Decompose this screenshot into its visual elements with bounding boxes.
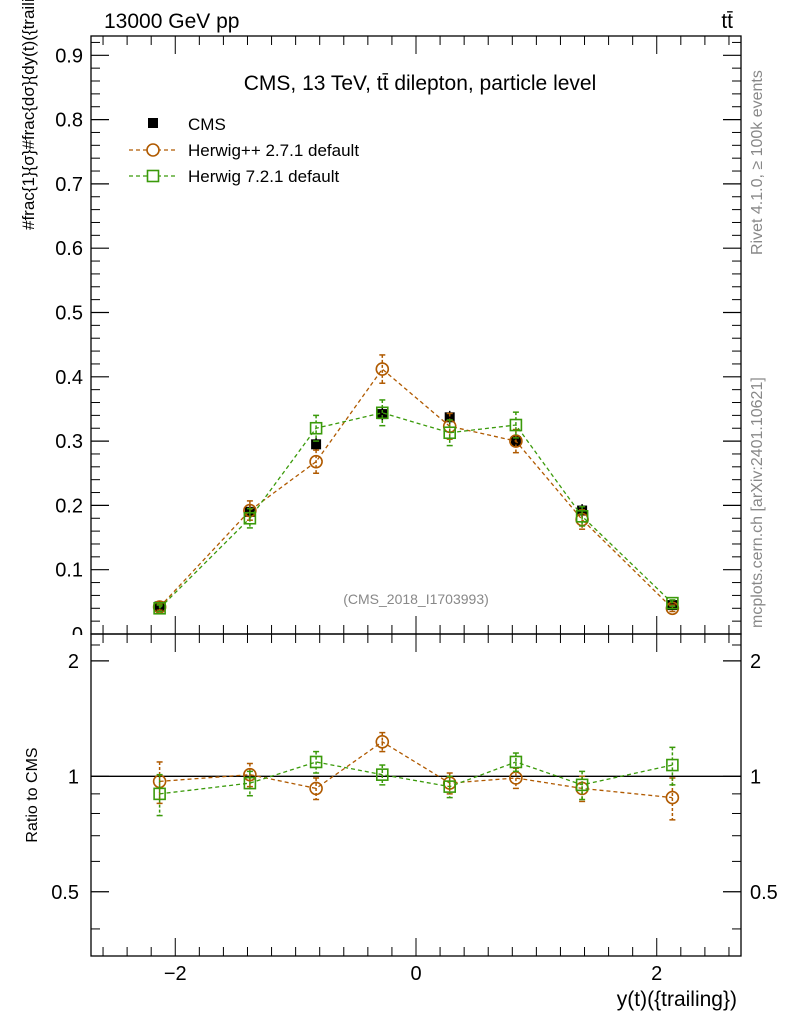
main-point-herwig-7-2-1-default [243, 511, 257, 525]
main-line-herwig-2-7-1-default [159, 368, 673, 609]
main-point-herwig-7-2-1-default [509, 418, 523, 432]
ratio-point-herwig-7-2-1-default [243, 776, 257, 790]
main-y-tick-label: 0.4 [55, 367, 83, 389]
ratio-y-tick-label-right: 1 [750, 766, 761, 788]
main-point-cms [311, 439, 322, 450]
main-y-tick-label: 0.2 [55, 495, 83, 517]
ratio-y-axis-label: Ratio to CMS [24, 747, 41, 842]
header-energy: 13000 GeV pp [104, 10, 239, 33]
main-point-cms [377, 409, 388, 420]
ratio-point-herwig-7-2-1-default [575, 778, 589, 792]
legend-label-cms: CMS [188, 115, 226, 134]
main-y-tick-label: 0.3 [55, 431, 83, 453]
ratio-point-herwig-2-7-1-default [375, 735, 390, 749]
ratio-point-herwig-2-7-1-default [309, 781, 323, 796]
main-point-herwig-7-2-1-default [309, 421, 323, 435]
legend-marker-cms [148, 118, 158, 128]
ratio-line-herwig-2-7-1-default [159, 741, 673, 799]
ratio-point-herwig-7-2-1-default [309, 755, 323, 769]
marks-layer [152, 354, 680, 821]
main-y-tick-label: 0.1 [55, 560, 83, 582]
ratio-y-tick-label: 1 [68, 766, 79, 788]
main-y-tick-label: 0.5 [55, 302, 83, 324]
header-process: tt̄ [721, 10, 733, 33]
x-tick-label: 0 [410, 963, 421, 985]
x-tick-label: 2 [651, 963, 662, 985]
main-point-herwig-2-7-1-default [375, 362, 390, 376]
main-point-herwig-7-2-1-default [153, 601, 166, 615]
zero-label-mask [50, 635, 90, 647]
main-y-tick-label: 0.6 [55, 238, 83, 260]
main-y-axis-label: #frac{1}{σ}#frac{dσ}{dy(t)({trailing})} [19, 0, 38, 230]
ratio-point-herwig-2-7-1-default [665, 790, 680, 805]
watermark: (CMS_2018_I1703993) [343, 591, 489, 607]
legend-marker-herwigpp [146, 143, 160, 157]
main-line-herwig-7-2-1-default [159, 412, 673, 609]
ratio-point-herwig-7-2-1-default [153, 787, 166, 801]
main-point-cms [444, 412, 455, 423]
main-y-tick-label: 0.9 [55, 45, 83, 67]
main-point-herwig-7-2-1-default [666, 596, 679, 610]
mcplots-label: mcplots.cern.ch [arXiv:2401.10621] [749, 377, 766, 628]
legend-marker-herwig7 [146, 169, 160, 183]
x-axis-label: y(t)({trailing}) [617, 988, 737, 1011]
main-y-tick-label: 0.8 [55, 110, 83, 132]
ratio-y-tick-label-right: 0.5 [750, 882, 778, 904]
main-point-herwig-7-2-1-default [443, 426, 457, 440]
ratio-y-tick-label: 0.5 [51, 882, 79, 904]
ratio-point-herwig-7-2-1-default [509, 755, 523, 769]
main-point-herwig-7-2-1-default [575, 510, 589, 523]
ratio-point-herwig-2-7-1-default [243, 767, 257, 782]
ratio-y-tick-label-right: 2 [750, 651, 761, 673]
axes-layer: 0.10.20.30.40.50.60.70.80.90−2020.50.511… [50, 36, 778, 985]
ratio-y-tick-label: 2 [68, 651, 79, 673]
x-tick-label: −2 [164, 963, 187, 985]
plot-title: CMS, 13 TeV, tt̄ dilepton, particle leve… [244, 72, 597, 95]
rivet-label: Rivet 4.1.0, ≥ 100k events [749, 70, 766, 255]
main-point-herwig-2-7-1-default [309, 454, 323, 469]
ratio-line-herwig-7-2-1-default [159, 761, 673, 795]
ratio-point-herwig-7-2-1-default [375, 768, 389, 781]
legend-label-herwigpp: Herwig++ 2.7.1 default [188, 141, 359, 160]
ratio-point-herwig-7-2-1-default [443, 780, 457, 793]
main-point-herwig-7-2-1-default [375, 406, 389, 420]
legend-label-herwig7: Herwig 7.2.1 default [188, 167, 339, 186]
legend: CMS Herwig++ 2.7.1 default Herwig 7.2.1 … [129, 115, 359, 186]
ratio-point-herwig-7-2-1-default [666, 758, 679, 772]
main-y-tick-label: 0.7 [55, 174, 83, 196]
